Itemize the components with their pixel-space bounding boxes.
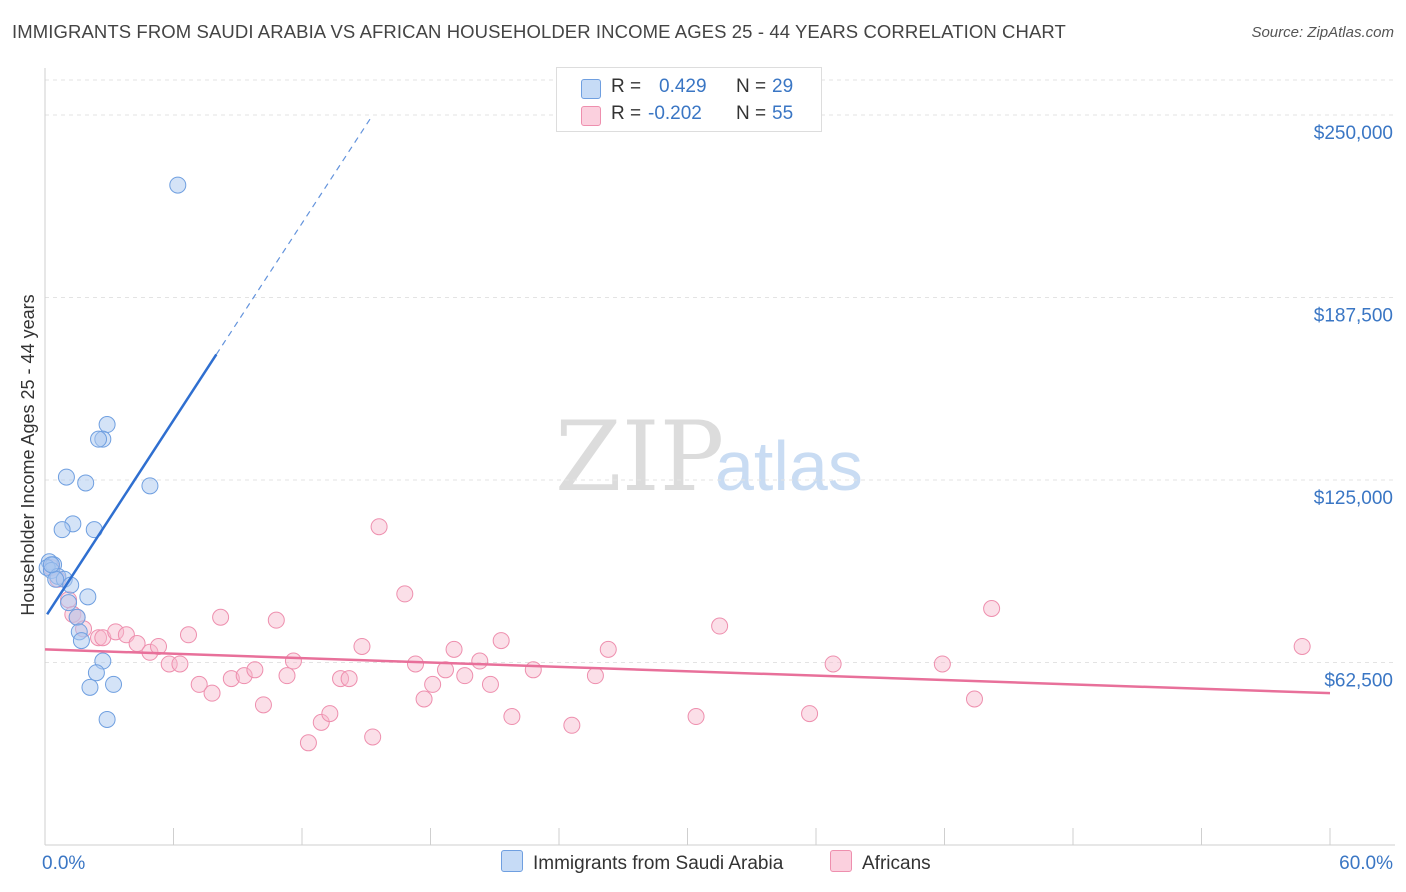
n-value: 29 [772,76,794,97]
point-saudi [77,474,95,492]
point-africans [599,640,617,658]
point-africans [801,705,819,723]
point-africans [222,670,240,688]
point-africans [212,608,230,626]
legend-item-saudi: Immigrants from Saudi Arabia [501,850,783,875]
watermark-zip: ZIP [555,401,724,513]
point-africans [332,670,350,688]
point-africans [824,655,842,673]
trendline-saudi [46,353,218,616]
n-label: N = [736,76,767,97]
trendline-saudi-extension [215,114,374,355]
point-saudi [42,556,60,574]
stats-legend: R = 0.429 N = 29 R = -0.202 N = 55 [556,67,822,132]
point-africans [396,585,414,603]
point-saudi [72,632,90,650]
point-saudi [79,588,97,606]
y-tick-label: $125,000 [1314,488,1393,509]
point-saudi [141,477,159,495]
point-africans [687,708,705,726]
point-saudi [47,570,65,588]
legend-swatch-africans [830,850,852,872]
point-africans [364,728,382,746]
source-label: Source: ZipAtlas.com [1251,24,1394,41]
point-africans [370,518,388,536]
point-africans [299,734,317,752]
point-africans [471,652,489,670]
point-africans [492,632,510,650]
watermark-atlas: atlas [715,427,863,505]
r-value: -0.202 [648,103,702,124]
point-africans [312,713,330,731]
point-saudi [105,675,123,693]
point-africans [524,661,542,679]
point-africans [1293,637,1311,655]
point-africans [445,640,463,658]
point-africans [90,629,108,647]
point-africans [267,611,285,629]
point-africans [503,708,521,726]
point-africans [965,690,983,708]
legend-swatch-saudi [501,850,523,872]
point-saudi [60,594,78,612]
n-label: N = [736,103,767,124]
x-tick-label-min: 0.0% [42,853,85,874]
y-tick-label: $62,500 [1324,671,1393,692]
point-africans [171,655,189,673]
point-saudi [98,710,116,728]
point-africans [933,655,951,673]
point-africans [246,661,264,679]
point-saudi [81,678,99,696]
point-saudi [57,468,75,486]
africans-swatch [581,106,601,126]
point-africans [179,626,197,644]
point-africans [563,716,581,734]
point-saudi [90,430,108,448]
legend-item-africans: Africans [830,850,931,875]
point-africans [711,617,729,635]
chart-title: IMMIGRANTS FROM SAUDI ARABIA VS AFRICAN … [12,21,1066,42]
point-africans [456,667,474,685]
point-saudi [68,608,86,626]
n-value: 55 [772,103,794,124]
point-africans [983,599,1001,617]
point-africans [340,670,358,688]
saudi-swatch [581,79,601,99]
point-africans [190,675,208,693]
y-tick-label: $250,000 [1314,123,1393,144]
point-africans [235,667,253,685]
point-saudi [98,416,116,434]
point-africans [481,675,499,693]
legend-label-africans: Africans [862,853,931,874]
point-saudi [169,176,187,194]
point-africans [203,684,221,702]
r-label: R = [611,76,642,97]
r-value: 0.429 [659,76,707,97]
point-africans [407,655,425,673]
x-tick-label-max: 60.0% [1339,853,1393,874]
point-africans [278,667,296,685]
point-africans [424,675,442,693]
point-africans [284,652,302,670]
point-saudi [53,521,71,539]
y-tick-label: $187,500 [1314,306,1393,327]
point-africans [254,696,272,714]
point-africans [353,637,371,655]
legend-label-saudi: Immigrants from Saudi Arabia [533,853,784,874]
y-axis-label: Householder Income Ages 25 - 44 years [18,294,38,615]
trendline-africans [44,648,1331,695]
point-africans [586,667,604,685]
point-saudi [87,664,105,682]
point-africans [107,623,125,641]
point-africans [321,705,339,723]
r-label: R = [611,103,642,124]
point-africans [415,690,433,708]
